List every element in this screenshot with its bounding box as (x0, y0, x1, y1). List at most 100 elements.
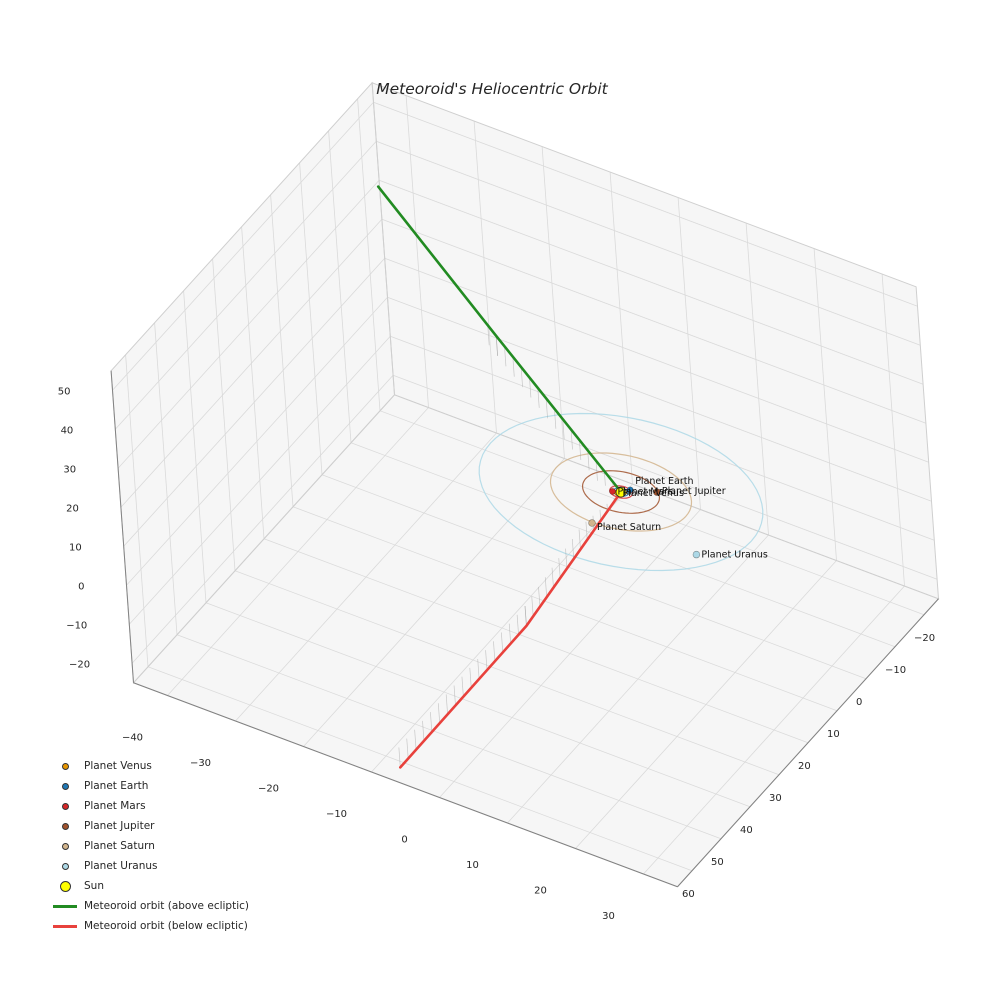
grid-line (205, 602, 751, 808)
drop-line-below (485, 650, 488, 671)
y-tick-label: −20 (914, 633, 935, 644)
drop-line-below (414, 729, 417, 750)
legend-label: Planet Saturn (84, 840, 155, 852)
legend-label: Planet Earth (84, 780, 149, 792)
drop-line-below (538, 586, 541, 607)
planet-label-planet-venus: Planet Venus (623, 488, 684, 499)
drop-line-below (551, 567, 554, 588)
y-tick-label: 40 (740, 825, 753, 836)
drop-line-above (570, 429, 573, 450)
legend-item-planet-earth: Planet Earth (52, 776, 249, 796)
planet-label-planet-uranus: Planet Uranus (701, 550, 768, 561)
drop-line-below (430, 712, 433, 733)
legend-item-planet-venus: Planet Venus (52, 756, 249, 776)
orbit-planet-saturn (549, 452, 693, 532)
drop-line-below (453, 685, 456, 706)
grid-line (350, 442, 896, 648)
y-tick-label: 30 (769, 793, 782, 804)
legend-marker-icon (52, 762, 78, 770)
planet-label-planet-earth: Planet Earth (635, 476, 693, 487)
x-tick-label: −20 (258, 784, 279, 795)
dot-marker (61, 762, 69, 770)
legend-item-planet-uranus: Planet Uranus (52, 856, 249, 876)
drop-line-below (508, 623, 512, 644)
grid-line (390, 335, 935, 541)
grid-line (384, 257, 929, 463)
x-tick-label: −40 (122, 733, 143, 744)
grid-line (507, 534, 769, 824)
grid-line (167, 407, 429, 696)
x-tick-label: 30 (602, 911, 615, 922)
y-tick-label: −10 (885, 665, 906, 676)
drop-line-below (477, 658, 480, 679)
grid-line (373, 101, 918, 307)
x-tick-label: 20 (534, 886, 547, 897)
legend-item-meteoroid-orbit-above-ecliptic: Meteoroid orbit (above ecliptic) (52, 896, 249, 916)
grid-line (154, 322, 178, 635)
legend-label: Sun (84, 880, 104, 892)
grid-line (212, 258, 236, 571)
grid-line (473, 120, 497, 434)
drop-line-above (520, 367, 523, 388)
orbit-planet-jupiter (581, 470, 661, 514)
legend-item-planet-saturn: Planet Saturn (52, 836, 249, 856)
meteoroid-below-line (398, 490, 623, 769)
grid-line (241, 226, 265, 539)
drop-line-below (469, 667, 472, 688)
legend-label: Planet Venus (84, 760, 152, 772)
pane-back (372, 82, 939, 599)
x-tick-label: −10 (326, 809, 347, 820)
grid-line (321, 474, 867, 680)
grid-line (392, 374, 938, 580)
dot-marker (61, 842, 69, 850)
drop-line-below (406, 738, 409, 759)
grid-line (270, 194, 294, 507)
drop-line-above (495, 335, 498, 356)
grid-line (643, 585, 905, 875)
x-tick-label: 10 (466, 860, 479, 871)
legend-item-planet-jupiter: Planet Jupiter (52, 816, 249, 836)
x-axis-line (133, 682, 678, 888)
grid-line (292, 506, 838, 712)
drop-line-above (579, 439, 582, 460)
z-tick-label: 20 (66, 503, 79, 514)
drop-line-below (461, 676, 464, 697)
legend-item-meteoroid-orbit-below-ecliptic: Meteoroid orbit (below ecliptic) (52, 916, 249, 936)
drop-line-below (585, 521, 588, 540)
grid-line (303, 458, 565, 747)
drop-line-above (529, 377, 532, 398)
z-tick-label: 10 (69, 542, 82, 553)
pane-floor-outline (132, 394, 940, 888)
planet-marker-planet-uranus (692, 550, 701, 559)
drop-line-below (578, 529, 581, 550)
drop-line-above (604, 471, 606, 486)
drop-line-below (571, 538, 575, 559)
sun-marker (59, 880, 71, 892)
sun-marker (615, 486, 627, 498)
drop-line-above (587, 450, 590, 471)
grid-line (378, 179, 924, 385)
grid-line (813, 248, 837, 561)
legend-marker-icon (52, 802, 78, 810)
legend: Planet Venus Planet Earth Planet Mars Plane… (52, 756, 249, 936)
planet-label-planet-mars: Planet Mars (617, 486, 673, 497)
y-tick-label: 10 (827, 729, 840, 740)
legend-marker-icon (52, 782, 78, 790)
drop-line-above (512, 356, 515, 377)
drop-line-below (445, 694, 448, 715)
legend-item-sun: Sun (52, 876, 249, 896)
grid-line (575, 560, 837, 849)
legend-label: Meteoroid orbit (above ecliptic) (84, 900, 249, 912)
planet-marker-planet-earth (626, 486, 634, 494)
line-marker (53, 904, 77, 908)
planet-marker-planet-jupiter (653, 488, 661, 496)
grid-line (379, 410, 925, 616)
legend-marker-icon (52, 880, 78, 892)
drop-line-above (595, 460, 598, 481)
grid-line (541, 146, 565, 459)
z-tick-label: 0 (78, 581, 84, 592)
meteoroid-above-line (376, 185, 623, 494)
y-axis-line (677, 598, 939, 888)
drop-line-above (504, 346, 507, 367)
